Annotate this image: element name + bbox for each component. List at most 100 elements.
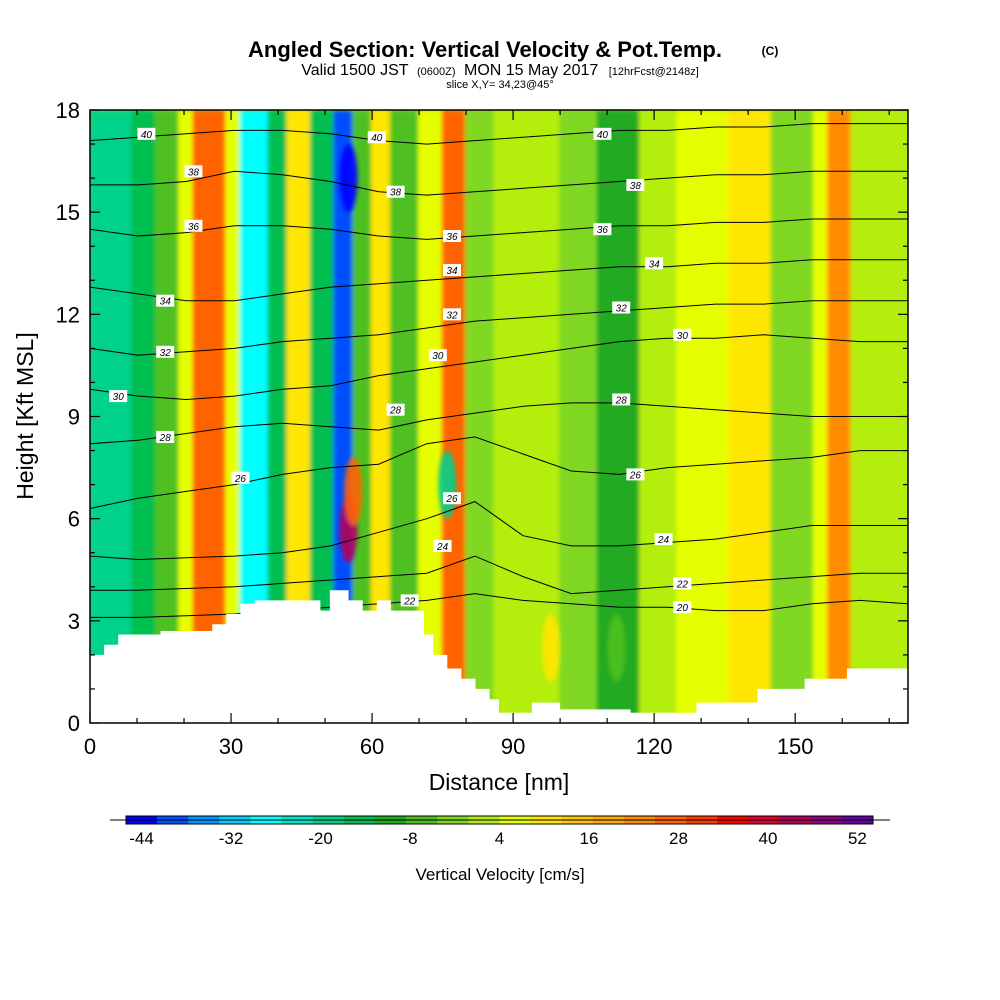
x-axis-label: Distance [nm] (429, 769, 570, 795)
chart-title: Angled Section: Vertical Velocity & Pot.… (248, 37, 722, 62)
isentrope-label-bg (156, 294, 175, 307)
y-tick-label: 18 (56, 98, 80, 123)
isentrope-label: 24 (654, 533, 673, 546)
isentrope-label-bg (386, 403, 405, 416)
isentrope-label-bg (645, 257, 664, 270)
isentrope-label-bg (612, 301, 631, 314)
isentrope-line (90, 259, 908, 302)
velocity-band (267, 110, 289, 723)
isentrope-label-text: 20 (676, 603, 689, 614)
isentrope-line (90, 300, 908, 356)
isentrope-label-bg (231, 471, 250, 484)
isentrope-label-bg (442, 230, 461, 243)
isentrope-label: 36 (593, 223, 612, 236)
isentrope-label-text: 22 (676, 579, 689, 590)
isentrope-label-text: 34 (446, 266, 458, 277)
isentrope-label-bg (654, 533, 673, 546)
isentrope-line (90, 218, 908, 240)
y-tick-label: 12 (56, 302, 80, 327)
isentrope-label-text: 32 (446, 310, 458, 321)
colorbar-tick-label: -32 (219, 829, 244, 848)
isentrope-line (90, 334, 908, 401)
isentrope-label-text: 36 (446, 232, 458, 243)
velocity-feature (339, 144, 358, 213)
isentrope-label-text: 24 (436, 542, 449, 553)
isentrope-label-bg (156, 430, 175, 443)
velocity-band (192, 110, 228, 723)
isentrope-label-text: 40 (597, 130, 609, 141)
isentrope-label-bg (433, 539, 452, 552)
colorbar-tick-label: 52 (848, 829, 867, 848)
chart-subtitle: Valid 1500 JST (0600Z) MON 15 May 2017 [… (301, 62, 699, 79)
isentrope-label-text: 38 (188, 167, 200, 178)
velocity-feature (607, 614, 626, 683)
colorbar-tick-label: 4 (495, 829, 504, 848)
velocity-band (639, 110, 679, 723)
isentrope-label-bg (400, 594, 419, 607)
isentrope-label-bg (673, 577, 692, 590)
isentrope-label: 26 (442, 492, 461, 505)
isentrope-label-bg (612, 393, 631, 406)
isentrope-label: 38 (386, 185, 405, 199)
isentrope-label-bg (442, 492, 461, 505)
isentrope-label-text: 34 (649, 259, 661, 270)
isentrope-label: 32 (612, 301, 631, 315)
x-tick-label: 120 (636, 734, 673, 759)
isentrope-label-text: 30 (432, 351, 444, 362)
x-axis: 0 30 60 90 120 150 (84, 110, 890, 759)
isentrope-label-text: 40 (371, 133, 383, 144)
y-tick-label: 15 (56, 200, 80, 225)
velocity-feature (541, 614, 560, 683)
isentrope-label-bg (156, 345, 175, 358)
velocity-band (225, 110, 242, 723)
isentrope-label-text: 38 (390, 188, 402, 199)
isentrope-label-bg (593, 223, 612, 236)
isentrope-label: 40 (137, 127, 156, 141)
isentrope-label: 28 (612, 393, 631, 406)
isentrope-line (90, 402, 908, 445)
isentrope-label-bg (184, 219, 203, 232)
isentrope-line (90, 170, 908, 196)
x-tick-label: 90 (501, 734, 525, 759)
velocity-band (352, 110, 374, 723)
y-tick-label: 9 (68, 405, 80, 430)
vertical-velocity-features (339, 144, 626, 683)
colorbar: -44 -32 -20 -8 4 16 28 40 52 (110, 815, 890, 848)
isentrope-label-text: 30 (113, 392, 125, 403)
isentrope-line (90, 436, 908, 509)
isentrope-label: 30 (109, 390, 128, 403)
isentrope-label: 24 (433, 539, 452, 553)
velocity-band (333, 110, 355, 723)
isentrope-line (90, 123, 908, 145)
colorbar-tick-label: 16 (580, 829, 599, 848)
terrain (90, 590, 908, 723)
isentrope-label: 30 (428, 349, 447, 362)
x-tick-label: 30 (219, 734, 243, 759)
velocity-band (559, 110, 599, 723)
isentrope-label: 20 (673, 601, 692, 614)
isentrope-label-text: 26 (234, 474, 247, 485)
isentrope-label-bg (442, 308, 461, 321)
isentrope-label-text: 40 (141, 130, 153, 141)
isentrope-label-bg (626, 468, 645, 481)
subtitle-valid: Valid 1500 JST (301, 62, 409, 79)
x-tick-label: 60 (360, 734, 384, 759)
isentrope-label: 40 (367, 131, 386, 144)
x-tick-label: 0 (84, 734, 96, 759)
velocity-band (728, 110, 773, 723)
isentrope-label: 38 (626, 178, 645, 192)
isentrope-label-text: 32 (160, 348, 172, 359)
isentrope-label-text: 28 (615, 395, 628, 406)
isentrope-line (90, 555, 908, 595)
isentrope-label-bg (673, 601, 692, 614)
isentrope-label-text: 26 (445, 494, 458, 505)
velocity-feature (344, 457, 363, 526)
isentrope-label: 28 (386, 403, 405, 417)
y-tick-label: 6 (68, 507, 80, 532)
isentrope-label: 38 (184, 165, 203, 178)
isentrope-label: 34 (645, 257, 664, 270)
isentrope-lines (90, 123, 908, 618)
colorbar-label: Vertical Velocity [cm/s] (415, 865, 584, 884)
velocity-band (131, 110, 157, 723)
